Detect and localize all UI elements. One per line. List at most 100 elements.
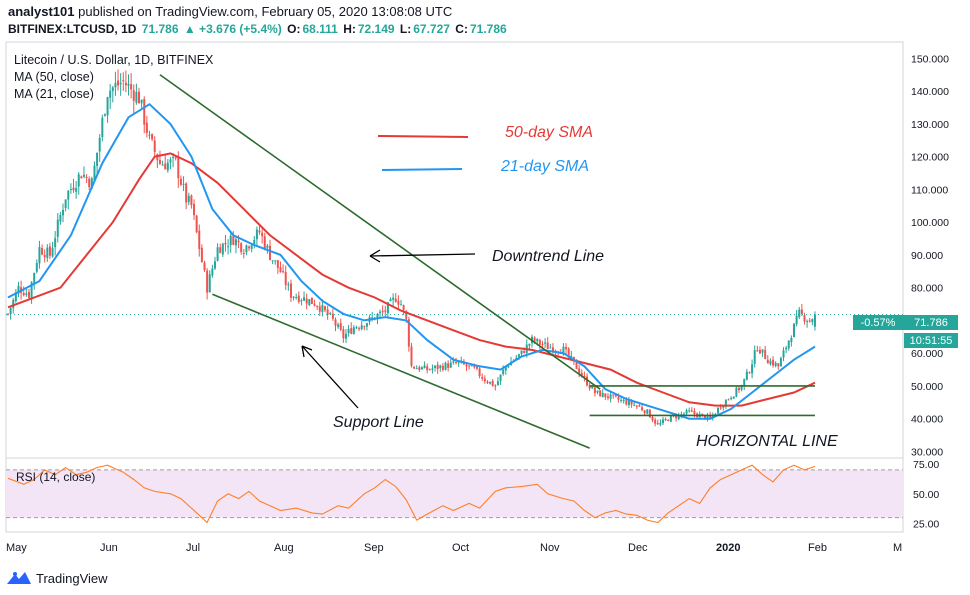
low-value: 67.727 xyxy=(413,22,450,36)
candle-body xyxy=(221,243,224,255)
candle-body xyxy=(185,183,188,203)
candle-body xyxy=(444,362,447,370)
price-pane[interactable] xyxy=(5,41,904,459)
candle-body xyxy=(407,319,410,347)
candle-body xyxy=(46,247,49,258)
candle-body xyxy=(549,347,552,349)
candle-body xyxy=(124,82,127,86)
candle-body xyxy=(528,343,531,346)
candle-body xyxy=(575,359,578,370)
sma21-annotation: 21-day SMA xyxy=(500,158,589,175)
candle-body xyxy=(601,392,604,397)
candle-body xyxy=(772,359,775,366)
candle-body xyxy=(625,400,628,405)
candle-body xyxy=(365,323,368,327)
candle-body xyxy=(659,422,662,425)
candle-body xyxy=(119,82,122,85)
candle-body xyxy=(187,195,190,203)
candle-body xyxy=(7,313,9,315)
price-chart[interactable]: Litecoin / U.S. Dollar, 1D, BITFINEX MA … xyxy=(0,0,970,566)
candle-body xyxy=(811,319,814,323)
candle-body xyxy=(465,364,468,367)
candle-body xyxy=(662,419,664,424)
open-label: O: xyxy=(287,22,301,36)
candle-body xyxy=(706,415,709,419)
support-label: Support Line xyxy=(333,414,424,431)
candle-body xyxy=(596,390,599,393)
candle-body xyxy=(240,243,243,253)
candle-body xyxy=(208,274,211,293)
last-price-badge xyxy=(904,315,958,330)
candle-body xyxy=(64,199,67,208)
sma21-legend-swatch xyxy=(381,168,463,171)
candle-body xyxy=(75,188,78,192)
candle-body xyxy=(43,254,46,258)
time-axis-label: Dec xyxy=(628,542,648,554)
candle-body xyxy=(98,137,101,152)
candle-body xyxy=(441,365,444,370)
price-axis-tick: 30.000 xyxy=(911,446,943,458)
candle-body xyxy=(198,230,201,250)
tradingview-brand[interactable]: TradingView xyxy=(36,570,108,586)
candle-body xyxy=(787,340,790,349)
downtrend-arrow xyxy=(369,249,476,263)
candle-body xyxy=(751,364,754,374)
candle-body xyxy=(562,346,565,355)
candle-body xyxy=(756,350,759,352)
candle-body xyxy=(85,176,88,179)
candle-body xyxy=(449,362,452,368)
candle-body xyxy=(735,387,738,397)
candle-body xyxy=(740,385,743,390)
candle-body xyxy=(719,407,722,409)
candle-body xyxy=(777,363,780,367)
candle-body xyxy=(140,99,143,104)
candle-body xyxy=(59,214,62,222)
candle-body xyxy=(127,83,130,86)
candle-body xyxy=(431,368,434,370)
candle-body xyxy=(103,114,106,116)
candle-body xyxy=(523,351,526,353)
candle-body xyxy=(41,248,44,255)
candle-body xyxy=(287,284,290,286)
candle-body xyxy=(56,219,59,237)
candle-body xyxy=(622,400,625,402)
candle-body xyxy=(347,328,350,334)
candle-body xyxy=(507,366,510,368)
candle-body xyxy=(714,413,717,415)
price-change: ▲ +3.676 (+5.4%) xyxy=(183,22,282,36)
candle-body xyxy=(793,323,795,338)
candle-body xyxy=(297,295,300,302)
candle-body xyxy=(688,410,691,412)
change-pct-text: -0.57% xyxy=(861,317,896,329)
candle-body xyxy=(588,385,591,389)
candle-body xyxy=(475,366,478,369)
sma50-annotation: 50-day SMA xyxy=(505,124,593,141)
candle-body xyxy=(583,375,586,378)
tradingview-logo-icon[interactable] xyxy=(6,570,32,586)
candle-body xyxy=(337,324,340,327)
candle-body xyxy=(77,174,80,187)
candle-body xyxy=(274,260,277,262)
candle-body xyxy=(669,415,672,422)
price-axis-tick: 130.000 xyxy=(911,119,949,131)
candle-body xyxy=(402,305,405,310)
candle-body xyxy=(468,365,471,367)
candle-body xyxy=(693,411,696,415)
publisher-name[interactable]: analyst101 xyxy=(8,4,75,19)
candle-body xyxy=(321,304,324,313)
candle-body xyxy=(62,209,65,216)
candle-body xyxy=(745,371,748,380)
candle-body xyxy=(174,157,177,159)
candle-body xyxy=(295,297,298,299)
candle-body xyxy=(242,252,245,254)
candle-body xyxy=(565,346,568,350)
sma50-legend-swatch xyxy=(377,135,469,138)
candle-body xyxy=(578,368,581,374)
candle-body xyxy=(551,347,554,352)
candle-body xyxy=(743,378,746,387)
candle-body xyxy=(502,369,505,375)
candle-body xyxy=(389,299,392,302)
candle-body xyxy=(410,346,413,366)
candle-body xyxy=(316,305,319,307)
low-label: L: xyxy=(399,22,412,36)
